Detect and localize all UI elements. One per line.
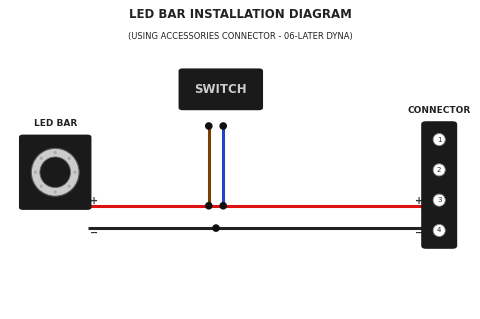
- Text: 4: 4: [437, 227, 442, 234]
- Ellipse shape: [40, 157, 43, 160]
- Text: LED BAR: LED BAR: [34, 119, 77, 128]
- Ellipse shape: [40, 185, 43, 188]
- Ellipse shape: [34, 171, 37, 174]
- Text: −: −: [90, 228, 98, 238]
- Text: SWITCH: SWITCH: [194, 83, 247, 96]
- Ellipse shape: [54, 190, 57, 194]
- Ellipse shape: [54, 151, 57, 154]
- Ellipse shape: [31, 148, 79, 196]
- Ellipse shape: [212, 224, 220, 232]
- Text: +: +: [90, 196, 98, 206]
- Ellipse shape: [433, 194, 445, 206]
- Text: CONNECTOR: CONNECTOR: [408, 106, 471, 115]
- Ellipse shape: [73, 171, 77, 174]
- Text: +: +: [415, 196, 423, 206]
- Ellipse shape: [68, 157, 71, 160]
- Text: −: −: [415, 228, 423, 238]
- Text: 2: 2: [437, 167, 442, 173]
- FancyBboxPatch shape: [179, 69, 263, 110]
- Ellipse shape: [433, 133, 445, 145]
- FancyBboxPatch shape: [421, 121, 457, 249]
- Ellipse shape: [433, 225, 445, 237]
- Text: 1: 1: [437, 137, 442, 143]
- Text: 3: 3: [437, 197, 442, 203]
- FancyBboxPatch shape: [19, 135, 92, 210]
- Ellipse shape: [219, 202, 227, 210]
- Ellipse shape: [433, 164, 445, 176]
- Text: (USING ACCESSORIES CONNECTOR - 06-LATER DYNA): (USING ACCESSORIES CONNECTOR - 06-LATER …: [128, 32, 352, 41]
- Ellipse shape: [40, 157, 71, 188]
- Text: LED BAR INSTALLATION DIAGRAM: LED BAR INSTALLATION DIAGRAM: [129, 8, 351, 21]
- Ellipse shape: [205, 202, 213, 210]
- Ellipse shape: [68, 185, 71, 188]
- Ellipse shape: [219, 122, 227, 130]
- Ellipse shape: [205, 122, 213, 130]
